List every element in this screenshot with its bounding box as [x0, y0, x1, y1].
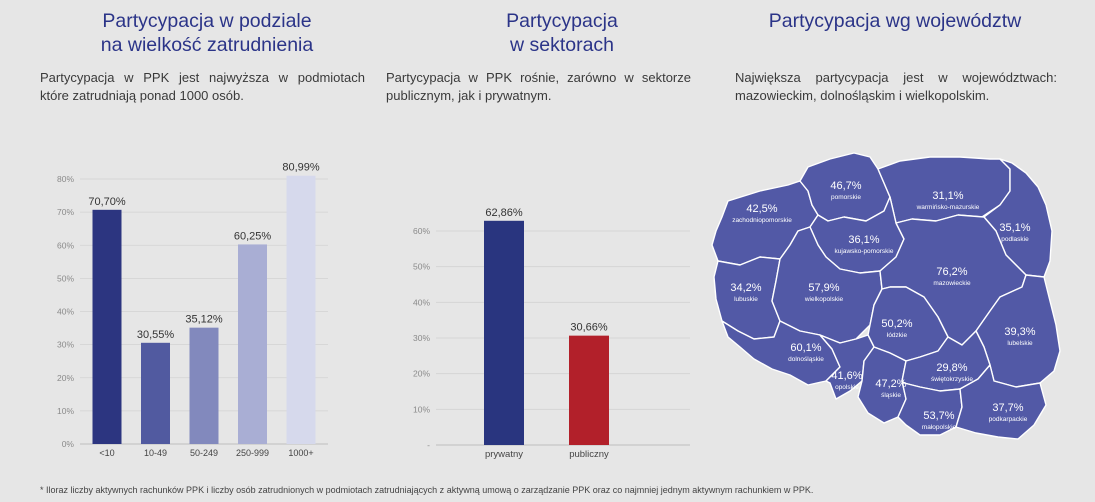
- size-bar-chart: 0% 10% 20% 30% 40% 50% 60% 70% 80% 70,70% <10 30,55…: [57, 162, 328, 458]
- panel1-title: Partycypacja w podziale na wielkość zatr…: [40, 9, 374, 57]
- panel3-title: Partycypacja wg województw: [735, 9, 1055, 33]
- map-region-value: 36,1%: [848, 234, 879, 246]
- bar-value-label: 70,70%: [88, 196, 126, 208]
- map-region-value: 35,1%: [999, 222, 1030, 234]
- map-region-value: 47,2%: [875, 378, 906, 390]
- poland-voivodeship-map: 42,5% zachodniopomorskie 46,7% pomorskie 31,…: [711, 152, 1061, 440]
- map-region-name: lubelskie: [1007, 340, 1033, 347]
- y-tick-label: 60%: [57, 240, 74, 250]
- x-category-label: 10-49: [144, 448, 167, 458]
- bar-value-label: 60,25%: [234, 230, 272, 242]
- bar: [238, 244, 267, 444]
- map-region-name: łódzkie: [887, 332, 908, 339]
- region-opolskie: [819, 334, 875, 400]
- map-region-name: warmińsko-mazurskie: [916, 204, 980, 211]
- map-region-value: 46,7%: [830, 180, 861, 192]
- x-category-label: prywatny: [485, 449, 523, 460]
- y-tick-label: 80%: [57, 174, 74, 184]
- map-region-name: opolskie: [835, 384, 859, 391]
- map-region-name: świętokrzyskie: [931, 376, 973, 383]
- map-region-value: 76,2%: [936, 266, 967, 278]
- bar: [484, 220, 524, 445]
- map-region-value: 53,7%: [923, 410, 954, 422]
- map-region-name: podlaskie: [1001, 236, 1029, 243]
- y-tick-label: 10%: [413, 404, 430, 414]
- bar: [286, 175, 316, 444]
- y-tick-label: 60%: [413, 226, 430, 236]
- map-region-name: śląskie: [881, 392, 901, 399]
- map-region-value: 60,1%: [790, 342, 821, 354]
- region-podkarpackie: [955, 364, 1047, 440]
- x-category-label: 50-249: [190, 448, 218, 458]
- panel1-description: Partycypacja w PPK jest najwyższa w podm…: [40, 69, 365, 105]
- panel2-description: Partycypacja w PPK rośnie, zarówno w sek…: [386, 69, 691, 105]
- map-regions: [711, 152, 1061, 440]
- y-tick-label: 40%: [413, 297, 430, 307]
- map-region-value: 39,3%: [1004, 326, 1035, 338]
- map-region-value: 37,7%: [992, 402, 1023, 414]
- panel2-description-line1: Partycypacja w PPK rośnie, zarówno w sek…: [386, 70, 691, 85]
- y-tick-label: 50%: [57, 273, 74, 283]
- x-category-label: 1000+: [288, 448, 313, 458]
- map-region-value: 57,9%: [808, 282, 839, 294]
- map-region-name: podkarpackie: [989, 416, 1028, 423]
- x-category-label: publiczny: [569, 449, 609, 460]
- y-tick-label: 70%: [57, 207, 74, 217]
- map-region-value: 31,1%: [932, 190, 963, 202]
- map-region-value: 42,5%: [746, 203, 777, 215]
- map-region-name: kujawsko-pomorskie: [835, 248, 894, 255]
- x-category-label: 250-999: [236, 448, 269, 458]
- map-region-name: małopolskie: [922, 424, 957, 431]
- panel1-title-line2: na wielkość zatrudnienia: [100, 34, 314, 56]
- bar: [141, 342, 170, 444]
- panel2-title-line1: Partycypacja: [506, 10, 618, 32]
- y-tick-label: 30%: [57, 340, 74, 350]
- panel1-title-line1: Partycypacja w podziale: [102, 10, 312, 32]
- map-labels: 42,5% zachodniopomorskie 46,7% pomorskie 31,…: [730, 180, 1035, 431]
- region-slaskie: [857, 346, 907, 424]
- sector-bar-chart: - 10% 20% 30% 40% 50% 60% 62,86% prywatny 30,66% p…: [413, 207, 690, 460]
- panel1-description-line2: które zatrudniają ponad 1000 osób.: [40, 88, 244, 103]
- y-tick-label: 0%: [62, 439, 75, 449]
- map-region-name: pomorskie: [831, 194, 861, 201]
- map-region-value: 50,2%: [881, 318, 912, 330]
- map-region-value: 29,8%: [936, 362, 967, 374]
- y-tick-label: 10%: [57, 406, 74, 416]
- map-region-value: 41,6%: [831, 370, 862, 382]
- y-tick-label: 30%: [413, 333, 430, 343]
- panel3-title-line1: Partycypacja wg województw: [768, 10, 1022, 32]
- panel1-description-line1: Partycypacja w PPK jest najwyższa w podm…: [40, 70, 365, 85]
- map-region-name: mazowieckie: [933, 280, 971, 287]
- panel3-description-line2: mazowieckim, dolnośląskim i wielkopolski…: [735, 88, 990, 103]
- panel2-description-line2: publicznym, jak i prywatnym.: [386, 88, 552, 103]
- map-region-name: wielkopolskie: [804, 296, 844, 303]
- bar: [189, 327, 219, 444]
- map-region-name: lubuskie: [734, 296, 758, 303]
- y-tick-label: 20%: [413, 369, 430, 379]
- footnote: * Iloraz liczby aktywnych rachunków PPK …: [40, 485, 814, 495]
- y-tick-label: 40%: [57, 307, 74, 317]
- y-tick-label: 20%: [57, 373, 74, 383]
- bar-value-label: 30,55%: [137, 329, 175, 341]
- x-category-label: <10: [99, 448, 114, 458]
- bar: [569, 335, 609, 445]
- map-region-value: 34,2%: [730, 282, 761, 294]
- y-tick-label: -: [427, 440, 430, 450]
- panel3-description: Największa partycypacja jest w województ…: [735, 69, 1057, 105]
- panel3-description-line1: Największa partycypacja jest w województ…: [735, 70, 1057, 85]
- map-region-name: zachodniopomorskie: [732, 217, 792, 224]
- bar-value-label: 30,66%: [570, 322, 608, 334]
- bar-value-label: 35,12%: [185, 314, 223, 326]
- bar-value-label: 62,86%: [485, 207, 523, 219]
- panel2-title: Partycypacja w sektorach: [462, 9, 662, 57]
- map-region-name: dolnośląskie: [788, 356, 824, 363]
- panel2-title-line2: w sektorach: [509, 34, 615, 56]
- bar-value-label: 80,99%: [282, 162, 320, 174]
- bar: [92, 209, 122, 444]
- y-tick-label: 50%: [413, 262, 430, 272]
